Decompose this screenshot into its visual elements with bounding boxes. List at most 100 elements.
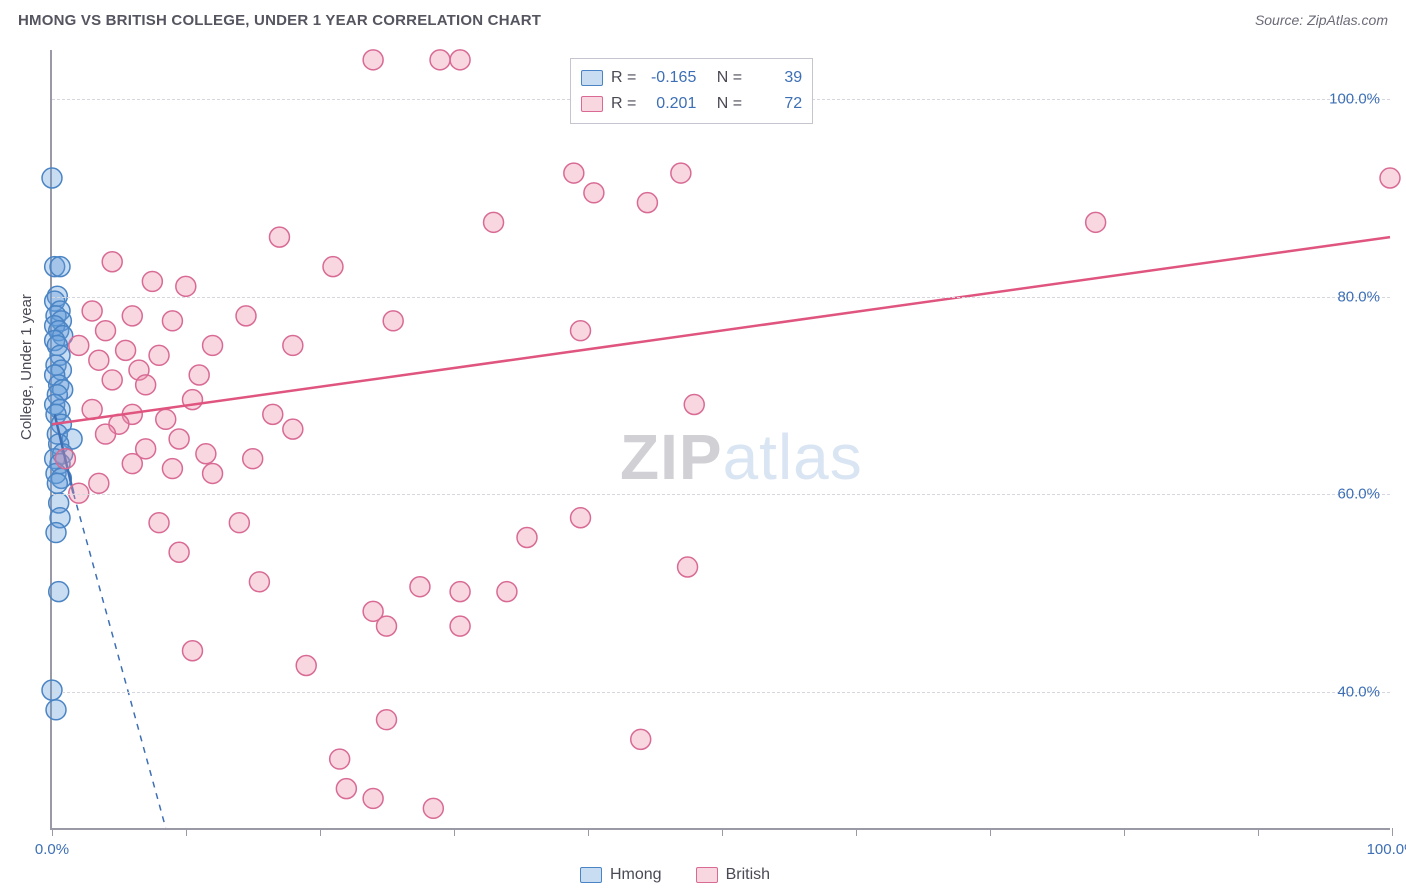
x-tick: [588, 828, 589, 836]
gridline: [52, 297, 1390, 298]
x-tick: [320, 828, 321, 836]
data-point: [296, 656, 316, 676]
x-tick: [1124, 828, 1125, 836]
source-label: Source: ZipAtlas.com: [1255, 12, 1388, 28]
data-point: [102, 370, 122, 390]
data-point: [136, 375, 156, 395]
legend-label: Hmong: [610, 866, 662, 884]
data-point: [377, 616, 397, 636]
data-point: [377, 710, 397, 730]
legend-item-british: British: [696, 866, 770, 884]
data-point: [363, 788, 383, 808]
swatch-hmong-icon: [580, 867, 602, 883]
data-point: [49, 582, 69, 602]
r-label: R =: [611, 91, 636, 117]
data-point: [96, 424, 116, 444]
data-point: [323, 257, 343, 277]
data-point: [1086, 212, 1106, 232]
data-point: [183, 641, 203, 661]
data-point: [50, 257, 70, 277]
data-point: [330, 749, 350, 769]
data-point: [243, 449, 263, 469]
data-point: [410, 577, 430, 597]
r-label: R =: [611, 65, 636, 91]
data-point: [269, 227, 289, 247]
legend-label: British: [726, 866, 770, 884]
data-point: [142, 271, 162, 291]
y-tick-label: 80.0%: [1337, 288, 1380, 305]
data-point: [637, 193, 657, 213]
gridline: [52, 692, 1390, 693]
data-point: [89, 350, 109, 370]
data-point: [156, 409, 176, 429]
data-point: [430, 50, 450, 70]
plot-area: 40.0%60.0%80.0%100.0%0.0%100.0%: [50, 50, 1390, 830]
data-point: [149, 513, 169, 533]
data-point: [236, 306, 256, 326]
data-point: [671, 163, 691, 183]
data-point: [47, 473, 67, 493]
data-point: [169, 429, 189, 449]
x-tick: [52, 828, 53, 836]
chart-title: HMONG VS BRITISH COLLEGE, UNDER 1 YEAR C…: [18, 12, 541, 29]
data-point: [55, 449, 75, 469]
data-point: [383, 311, 403, 331]
n-value: 72: [750, 91, 802, 117]
data-point: [263, 404, 283, 424]
data-point: [450, 616, 470, 636]
data-point: [122, 306, 142, 326]
data-point: [363, 50, 383, 70]
y-tick-label: 60.0%: [1337, 486, 1380, 503]
data-point: [149, 345, 169, 365]
data-point: [497, 582, 517, 602]
data-point: [249, 572, 269, 592]
data-point: [283, 335, 303, 355]
chart-header: HMONG VS BRITISH COLLEGE, UNDER 1 YEAR C…: [0, 0, 1406, 40]
x-tick: [454, 828, 455, 836]
swatch-hmong-icon: [581, 70, 603, 86]
x-tick: [856, 828, 857, 836]
data-point: [89, 473, 109, 493]
data-point: [169, 542, 189, 562]
legend-series: Hmong British: [580, 866, 770, 884]
trend-line-extension: [73, 493, 165, 828]
data-point: [283, 419, 303, 439]
data-point: [517, 528, 537, 548]
n-label: N =: [717, 91, 742, 117]
legend-item-hmong: Hmong: [580, 866, 662, 884]
r-value: -0.165: [644, 65, 696, 91]
data-point: [122, 454, 142, 474]
data-point: [484, 212, 504, 232]
y-axis-label: College, Under 1 year: [18, 294, 35, 440]
data-point: [336, 779, 356, 799]
x-tick: [186, 828, 187, 836]
data-point: [42, 168, 62, 188]
data-point: [116, 340, 136, 360]
trend-line: [52, 237, 1390, 424]
data-point: [162, 459, 182, 479]
data-point: [102, 252, 122, 272]
x-tick-label: 0.0%: [35, 841, 69, 858]
data-point: [450, 50, 470, 70]
data-point: [69, 335, 89, 355]
data-point: [96, 321, 116, 341]
data-point: [203, 463, 223, 483]
data-point: [82, 301, 102, 321]
y-tick-label: 40.0%: [1337, 683, 1380, 700]
n-label: N =: [717, 65, 742, 91]
data-point: [189, 365, 209, 385]
data-point: [584, 183, 604, 203]
data-point: [196, 444, 216, 464]
legend-stat-row: R = -0.165 N = 39: [581, 65, 802, 91]
legend-stats: R = -0.165 N = 39 R = 0.201 N = 72: [570, 58, 813, 124]
data-point: [450, 582, 470, 602]
data-point: [46, 523, 66, 543]
swatch-british-icon: [696, 867, 718, 883]
data-point: [678, 557, 698, 577]
gridline: [52, 494, 1390, 495]
legend-stat-row: R = 0.201 N = 72: [581, 91, 802, 117]
data-point: [1380, 168, 1400, 188]
n-value: 39: [750, 65, 802, 91]
data-point: [571, 321, 591, 341]
x-tick-label: 100.0%: [1367, 841, 1406, 858]
